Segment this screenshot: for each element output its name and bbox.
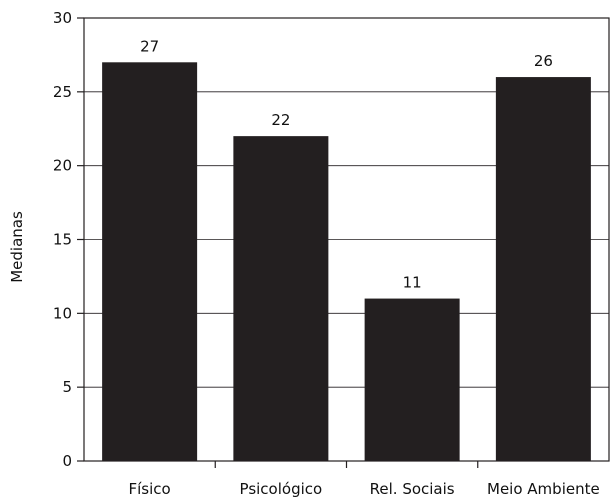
y-tick-label-30: 30 <box>53 9 72 27</box>
x-category-label-2: Rel. Sociais <box>370 480 455 498</box>
bar-0 <box>102 62 198 462</box>
y-tick-label-15: 15 <box>53 231 72 249</box>
y-tick-label-10: 10 <box>53 304 72 322</box>
bar-value-label-3: 26 <box>534 52 553 70</box>
value-labels: 27 22 11 26 <box>140 37 553 291</box>
bar-1 <box>233 136 329 461</box>
bar-3 <box>495 77 591 462</box>
bars <box>102 62 591 462</box>
x-category-label-3: Meio Ambiente <box>487 480 600 498</box>
bar-value-label-1: 22 <box>271 111 290 129</box>
y-tick-label-5: 5 <box>62 378 72 396</box>
x-category-label-1: Psicológico <box>240 480 323 498</box>
y-tick-label-25: 25 <box>53 83 72 101</box>
x-category-labels: Físico Psicológico Rel. Sociais Meio Ambien… <box>129 480 600 498</box>
y-axis-title: Medianas <box>8 211 26 283</box>
bar-2 <box>364 298 460 461</box>
y-tick-label-0: 0 <box>62 452 72 470</box>
x-category-label-0: Físico <box>129 480 171 498</box>
bar-value-label-0: 27 <box>140 37 159 55</box>
y-tick-labels: 0 5 10 15 20 25 30 <box>53 9 72 470</box>
y-tick-label-20: 20 <box>53 157 72 175</box>
axes <box>77 17 610 468</box>
bar-value-label-2: 11 <box>403 274 422 292</box>
